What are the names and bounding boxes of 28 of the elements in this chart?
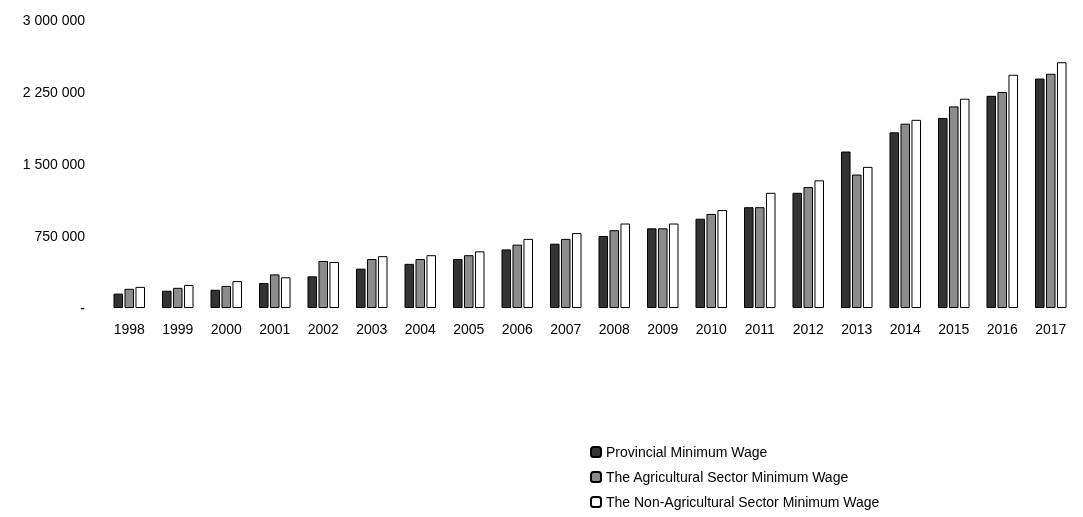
x-tick-label: 2004 — [404, 321, 437, 337]
x-tick-label: 2012 — [792, 321, 825, 337]
legend-label: The Non-Agricultural Sector Minimum Wage — [606, 494, 880, 510]
x-tick-label: 1999 — [162, 321, 194, 337]
x-tick-label: 2015 — [938, 321, 970, 337]
y-tick-label: 3 000 000 — [22, 12, 86, 28]
x-tick-label: 2009 — [647, 321, 679, 337]
legend-label: Provincial Minimum Wage — [606, 444, 768, 460]
x-tick-label: 2016 — [986, 321, 1019, 337]
x-tick-label: 2010 — [695, 321, 728, 337]
y-tick-label: - — [80, 300, 86, 316]
x-tick-label: 2001 — [259, 321, 291, 337]
y-tick-label: 1 500 000 — [22, 156, 86, 172]
x-tick-label: 2000 — [210, 321, 243, 337]
x-tick-label: 2014 — [889, 321, 922, 337]
x-tick-label: 2002 — [307, 321, 340, 337]
x-tick-label: 2013 — [841, 321, 873, 337]
x-tick-label: 2007 — [550, 321, 582, 337]
x-tick-label: 1998 — [113, 321, 146, 337]
y-tick-label: 750 000 — [34, 228, 86, 244]
x-tick-label: 2017 — [1035, 321, 1067, 337]
x-tick-label: 2006 — [501, 321, 534, 337]
legend-label: The Agricultural Sector Minimum Wage — [606, 469, 849, 485]
x-tick-label: 2005 — [453, 321, 485, 337]
x-tick-label: 2003 — [356, 321, 388, 337]
x-tick-label: 2008 — [598, 321, 631, 337]
x-tick-label: 2011 — [744, 321, 776, 337]
y-tick-label: 2 250 000 — [22, 84, 86, 100]
